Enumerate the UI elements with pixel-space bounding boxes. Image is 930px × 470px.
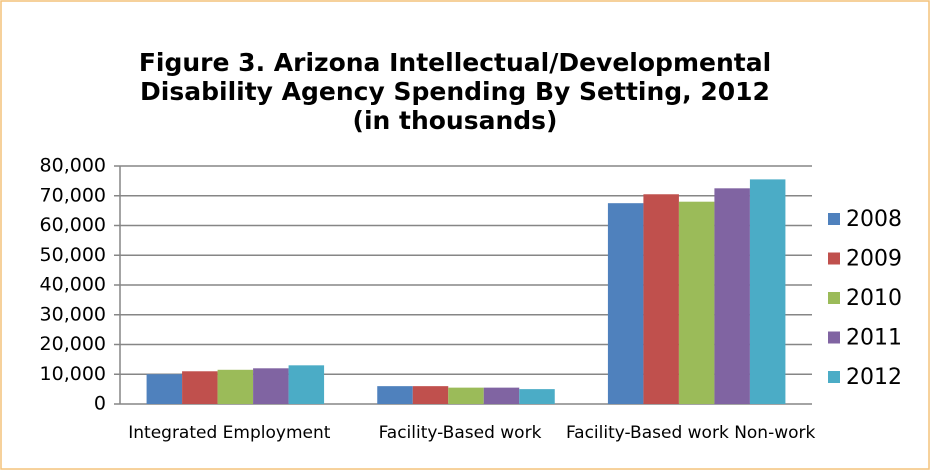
y-tick-label: 50,000 (40, 244, 106, 266)
legend-label: 2010 (846, 286, 902, 311)
legend-swatch (828, 331, 840, 344)
legend-swatch (828, 213, 840, 225)
y-tick-label: 30,000 (40, 303, 106, 325)
chart-title: Figure 3. Arizona Intellectual/Developme… (139, 48, 771, 77)
legend-swatch (828, 371, 840, 383)
legend-label: 2009 (846, 247, 902, 272)
bar (253, 368, 289, 404)
bar (607, 203, 644, 404)
bar (412, 386, 449, 404)
legend-swatch (828, 292, 840, 304)
chart-title: (in thousands) (353, 106, 558, 135)
y-tick-label: 10,000 (40, 363, 106, 385)
legend-label: 2008 (846, 207, 902, 232)
y-tick-label: 0 (94, 393, 106, 415)
legend-label: 2012 (846, 365, 902, 390)
legend-swatch (828, 252, 840, 265)
bar (519, 389, 555, 404)
y-tick-label: 60,000 (40, 214, 106, 236)
x-tick-label: Facility-Based work (379, 423, 542, 443)
y-tick-label: 20,000 (40, 333, 106, 355)
bar (377, 386, 413, 404)
bar (643, 194, 679, 404)
bar (749, 179, 786, 404)
y-tick-label: 40,000 (40, 274, 106, 296)
legend-label: 2011 (846, 326, 902, 351)
bar (714, 188, 750, 404)
chart-title: Disability Agency Spending By Setting, 2… (140, 77, 770, 106)
bar (217, 369, 254, 404)
x-tick-label: Integrated Employment (128, 423, 331, 443)
y-tick-label: 80,000 (40, 155, 106, 177)
bar (182, 371, 218, 404)
bar (448, 387, 484, 404)
bar (678, 201, 715, 404)
bar (288, 365, 325, 404)
x-tick-label: Facility-Based work Non-work (566, 423, 816, 443)
bar (146, 374, 183, 404)
bar (483, 387, 520, 404)
y-tick-label: 70,000 (40, 184, 106, 206)
